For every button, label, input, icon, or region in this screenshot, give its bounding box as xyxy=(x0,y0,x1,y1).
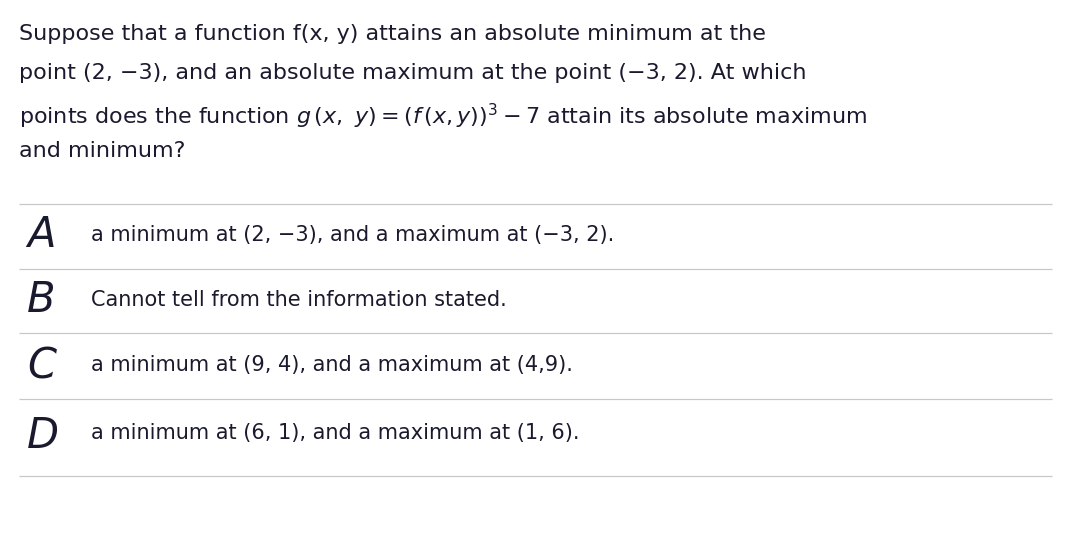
Text: Suppose that a function f(x, y) attains an absolute minimum at the: Suppose that a function f(x, y) attains … xyxy=(19,24,766,44)
Text: A: A xyxy=(27,215,56,256)
Text: points does the function $g\,(x,\ y) = \left(f\,(x,y)\right)^{3} - 7$ attain its: points does the function $g\,(x,\ y) = \… xyxy=(19,102,868,132)
Text: a minimum at (9, 4), and a maximum at (4,9).: a minimum at (9, 4), and a maximum at (4… xyxy=(91,355,573,375)
Text: B: B xyxy=(27,279,56,320)
Text: Cannot tell from the information stated.: Cannot tell from the information stated. xyxy=(91,289,507,310)
Text: C: C xyxy=(27,346,56,387)
Text: a minimum at (6, 1), and a maximum at (1, 6).: a minimum at (6, 1), and a maximum at (1… xyxy=(91,423,579,444)
Text: point (2, −3), and an absolute maximum at the point (−3, 2). At which: point (2, −3), and an absolute maximum a… xyxy=(19,63,806,83)
Text: a minimum at (2, −3), and a maximum at (−3, 2).: a minimum at (2, −3), and a maximum at (… xyxy=(91,225,615,246)
Text: D: D xyxy=(27,415,59,457)
Text: and minimum?: and minimum? xyxy=(19,141,185,161)
